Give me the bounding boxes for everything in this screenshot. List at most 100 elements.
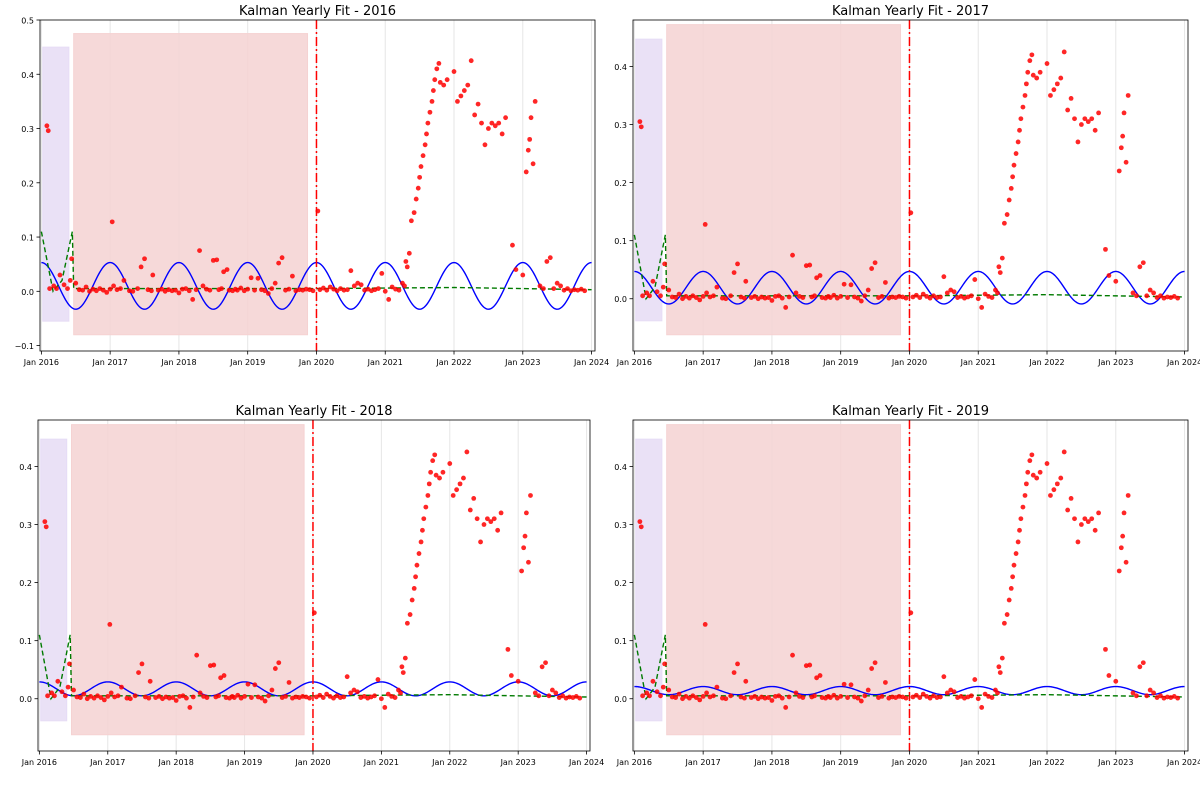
- data-point: [471, 495, 477, 501]
- data-point: [972, 677, 978, 682]
- data-point: [467, 507, 473, 513]
- data-point: [461, 475, 466, 481]
- data-point: [1061, 449, 1067, 455]
- data-point: [375, 286, 381, 291]
- data-point: [486, 126, 491, 131]
- data-point: [444, 77, 450, 83]
- data-point: [399, 664, 405, 670]
- data-point: [996, 664, 1002, 670]
- data-point: [52, 693, 57, 699]
- x-tick-label: Jan 2017: [685, 758, 721, 767]
- data-point: [549, 687, 555, 693]
- data-point: [1072, 116, 1077, 122]
- data-point: [327, 284, 333, 290]
- x-tick-label: Jan 2018: [160, 358, 196, 367]
- data-point: [536, 693, 542, 699]
- data-point: [650, 278, 656, 284]
- data-point: [1051, 87, 1057, 93]
- data-point: [382, 705, 388, 710]
- data-point: [475, 101, 481, 107]
- data-point: [532, 690, 538, 696]
- data-point: [331, 695, 336, 701]
- data-point: [1011, 562, 1017, 568]
- data-point: [320, 695, 326, 700]
- axes-frame: [632, 19, 1189, 352]
- data-point: [742, 295, 747, 301]
- data-point: [386, 297, 392, 302]
- data-point: [1151, 690, 1157, 696]
- data-point: [372, 693, 377, 699]
- data-point: [686, 295, 692, 301]
- trend-line: [38, 634, 587, 701]
- data-point: [526, 559, 531, 565]
- data-point: [1140, 660, 1146, 666]
- data-point: [211, 662, 217, 668]
- x-tick-label: Jan 2020: [294, 758, 330, 767]
- data-point: [515, 678, 521, 684]
- data-point: [423, 504, 429, 510]
- x-tick-label: Jan 2020: [298, 358, 334, 367]
- data-point: [1075, 539, 1081, 545]
- data-point: [109, 219, 115, 225]
- data-point: [680, 696, 685, 702]
- data-point: [1065, 507, 1071, 513]
- data-point: [130, 288, 136, 294]
- data-point: [61, 282, 67, 288]
- data-point: [351, 283, 357, 289]
- data-point: [417, 174, 423, 180]
- data-point: [714, 684, 720, 690]
- data-point: [543, 660, 548, 666]
- data-point: [455, 98, 460, 104]
- data-point: [420, 527, 425, 533]
- data-point: [214, 257, 220, 263]
- x-tick-label: Jan 2024: [568, 758, 604, 767]
- data-point: [400, 670, 406, 676]
- data-point: [702, 622, 708, 627]
- data-point: [44, 123, 50, 129]
- data-point: [968, 693, 974, 699]
- data-point: [812, 693, 817, 699]
- x-tick-label: Jan 2021: [960, 358, 996, 367]
- data-point: [505, 646, 511, 652]
- y-tick-label: 0.5: [21, 17, 34, 26]
- data-point: [91, 695, 97, 701]
- data-point: [495, 527, 501, 533]
- chart-title: Kalman Yearly Fit - 2019: [832, 404, 989, 419]
- data-point: [776, 293, 782, 299]
- data-point: [783, 705, 789, 710]
- data-point: [1147, 687, 1153, 693]
- data-point: [1023, 481, 1029, 487]
- plot-area: [633, 24, 1185, 336]
- data-point: [1008, 586, 1014, 591]
- data-point: [975, 296, 981, 302]
- data-point: [546, 693, 552, 699]
- data-point: [800, 295, 806, 300]
- axes-frame: [39, 19, 596, 352]
- data-point: [176, 290, 182, 296]
- data-point: [385, 691, 391, 697]
- data-point: [1082, 116, 1088, 122]
- data-point: [173, 287, 178, 293]
- data-point: [474, 516, 480, 522]
- data-point: [142, 256, 147, 262]
- data-point: [848, 682, 854, 688]
- data-point: [389, 284, 395, 290]
- data-point: [187, 705, 193, 710]
- data-point: [248, 275, 254, 281]
- data-point: [660, 684, 666, 690]
- data-point: [83, 284, 89, 290]
- data-point: [658, 293, 663, 299]
- data-point: [193, 287, 199, 293]
- data-point: [334, 288, 340, 294]
- data-point: [547, 255, 553, 261]
- data-point: [207, 287, 213, 293]
- data-point: [676, 691, 682, 697]
- data-point: [441, 82, 447, 88]
- data-point: [1034, 475, 1040, 481]
- x-tick-label: Jan 2016: [21, 758, 57, 767]
- data-point: [411, 586, 417, 591]
- subplot-1: Kalman Yearly Fit - 2016 Jan 2016 Jan 2017…: [15, 4, 610, 367]
- x-tick-label: Jan 2020: [891, 358, 927, 367]
- data-point: [558, 283, 564, 289]
- data-point: [666, 687, 672, 693]
